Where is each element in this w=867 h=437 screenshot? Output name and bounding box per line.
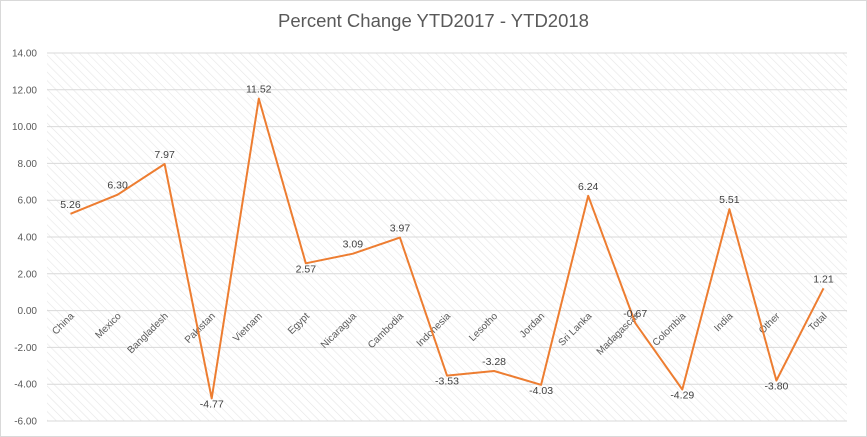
- data-label: -3.53: [435, 376, 459, 388]
- series-line: [70, 97, 825, 400]
- data-label: 7.97: [154, 149, 175, 161]
- data-label: -4.29: [670, 390, 694, 402]
- data-label: -4.77: [200, 398, 224, 410]
- data-label: 3.09: [343, 239, 364, 251]
- data-label: 3.97: [390, 223, 411, 235]
- data-label: -3.28: [482, 356, 506, 368]
- gridlines: [47, 52, 847, 422]
- y-tick-label: 6.00: [18, 196, 38, 207]
- y-axis-ticks: 14.00 12.00 10.00 8.00 6.00 4.00 2.00 0.00 -2.00…: [12, 49, 37, 428]
- data-label: 5.26: [60, 199, 81, 211]
- y-tick-label: 0.00: [18, 306, 38, 317]
- y-tick-label: -2.00: [14, 343, 37, 354]
- data-label: -0.67: [623, 308, 647, 320]
- y-tick-label: 8.00: [18, 159, 38, 170]
- y-tick-label: -6.00: [14, 417, 37, 428]
- data-label: 2.57: [296, 263, 317, 275]
- data-label: 1.21: [813, 273, 834, 285]
- chart-title: Percent Change YTD2017 - YTD2018: [278, 10, 589, 31]
- y-tick-label: 4.00: [18, 233, 38, 244]
- y-tick-label: 10.00: [12, 122, 37, 133]
- data-labels: 5.26 6.30 7.97 -4.77 11.52 2.57 3.09 3.97 -3.53 -…: [60, 84, 834, 411]
- y-tick-label: 12.00: [12, 85, 37, 96]
- y-tick-label: -4.00: [14, 380, 37, 391]
- data-label: 6.30: [107, 180, 128, 192]
- data-label: 5.51: [719, 194, 740, 206]
- data-label: -3.80: [764, 381, 788, 393]
- y-tick-label: 14.00: [12, 49, 37, 60]
- data-label: 11.52: [246, 84, 272, 96]
- data-label: -4.03: [529, 385, 553, 397]
- y-tick-label: 2.00: [18, 269, 38, 280]
- data-label: 6.24: [578, 181, 599, 193]
